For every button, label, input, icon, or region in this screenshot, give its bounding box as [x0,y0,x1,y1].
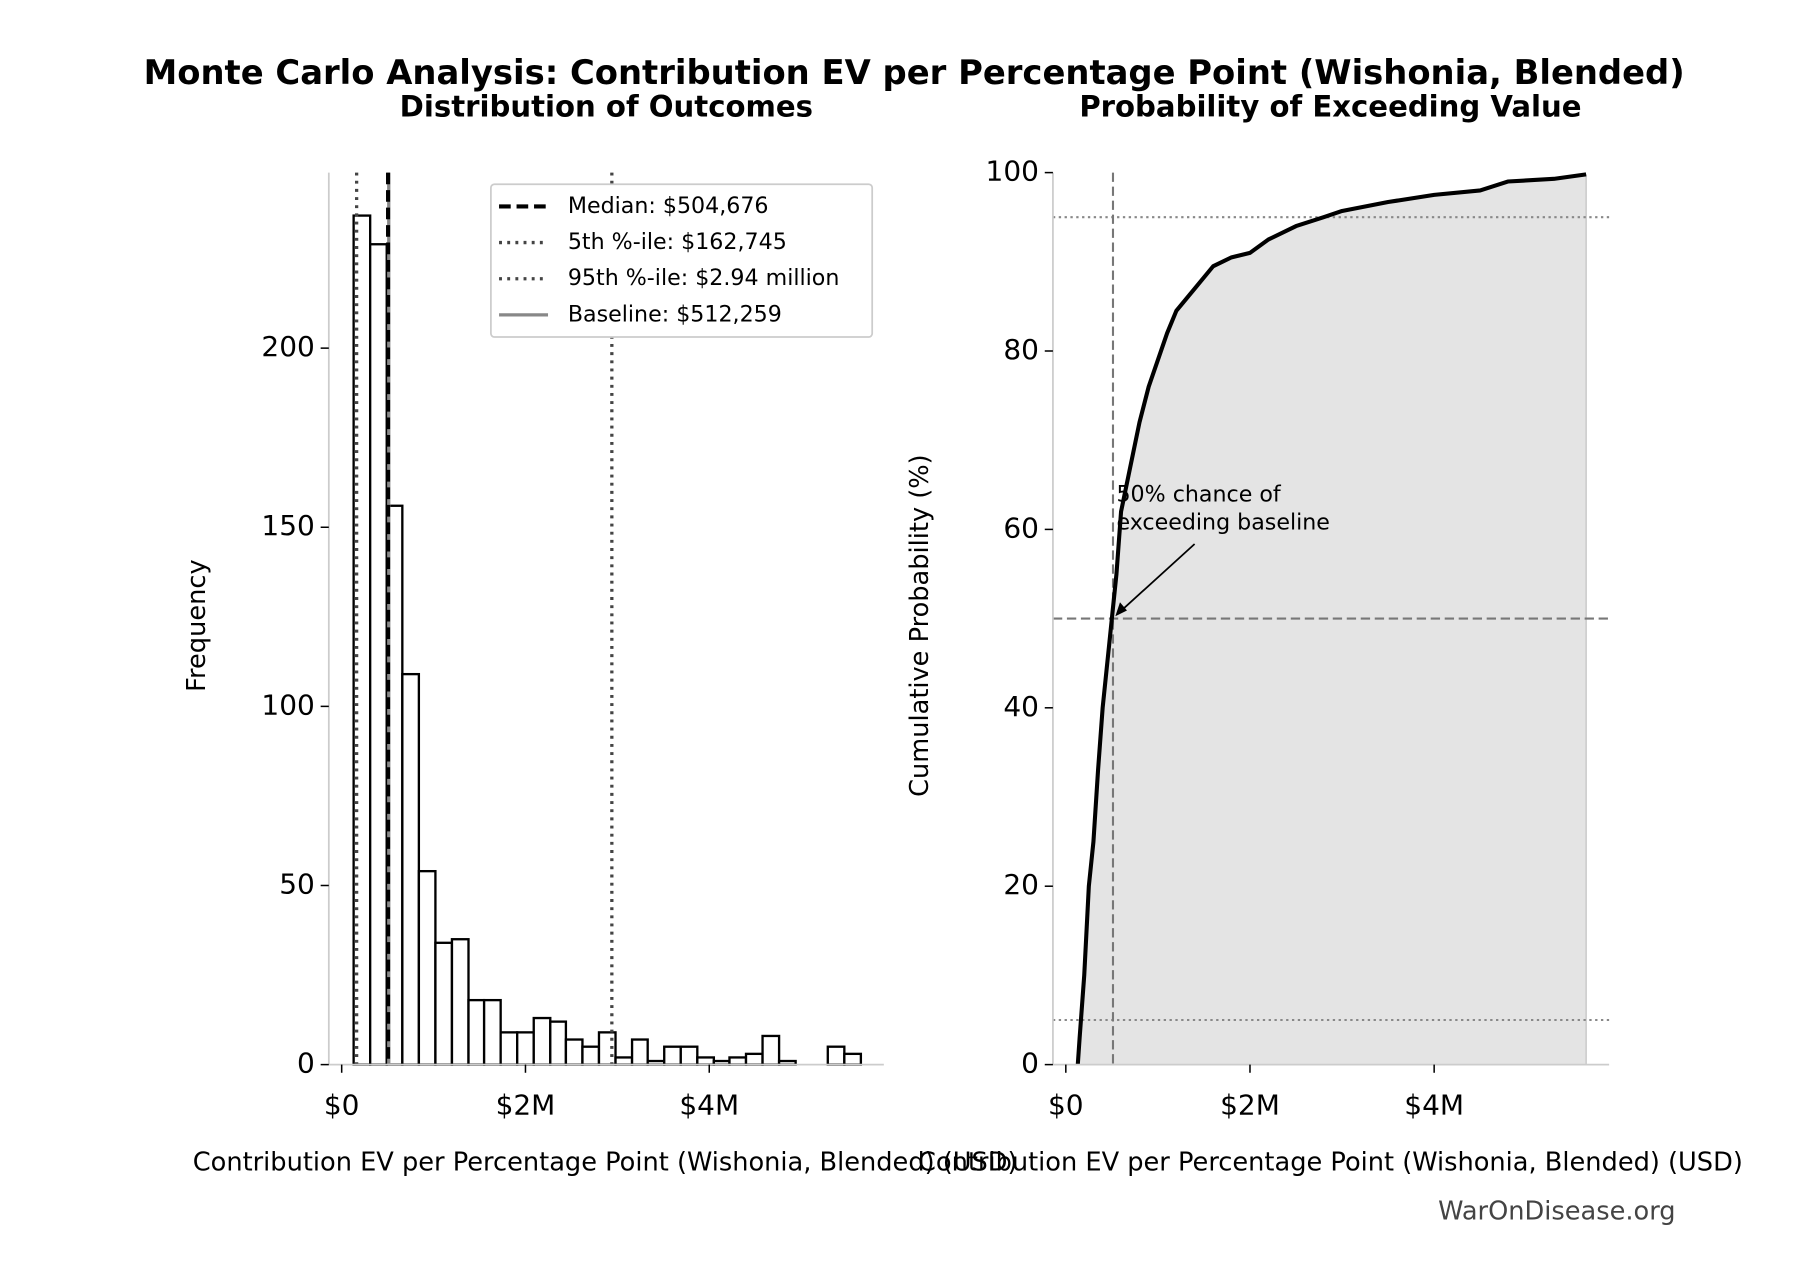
annotation: 50% chance of [1116,482,1281,508]
footer: WarOnDisease.org [1438,1197,1675,1227]
histogram-bar [564,1038,584,1066]
histogram-bar [630,1038,649,1066]
x-tick-label: $4M [679,1089,739,1122]
y-tick-label: 100 [986,155,1039,188]
annotation-arrowhead [1115,602,1127,617]
y-tick-label: 40 [1003,690,1039,723]
annotation: exceeding baseline [1116,509,1329,535]
histogram-bar [843,1052,863,1066]
histogram-bar [499,1031,519,1066]
y-tick-label: 80 [1003,333,1039,366]
y-tick-label: 20 [1003,868,1039,901]
histogram-bar [761,1034,781,1066]
histogram-bar [434,941,454,1066]
legend-label: 5th %-ile: $162,745 [568,229,787,255]
histogram-bar [467,998,486,1066]
annotation-arrow [1117,543,1196,615]
histogram-bar [696,1056,716,1066]
x-axis-label: Contribution EV per Percentage Point (Wi… [193,1148,1018,1178]
histogram-bar [826,1045,846,1066]
y-tick-label: 100 [261,688,314,721]
figure-title: Monte Carlo Analysis: Contribution EV pe… [144,53,1685,92]
y-tick-label: 0 [1021,1047,1039,1080]
area-fill [1077,174,1587,1065]
histogram-bar [614,1056,634,1066]
y-tick-label: 50 [279,867,315,900]
histogram-bar [679,1045,699,1066]
x-tick-label: $4M [1404,1089,1464,1122]
histogram-bar [401,672,421,1066]
histogram-bar [417,869,437,1066]
x-tick-label: $2M [496,1089,556,1122]
y-tick-label: 200 [261,330,314,363]
histogram-bar [369,243,388,1066]
legend-label: Baseline: $512,259 [568,301,782,327]
x-tick-label: $0 [1048,1089,1084,1122]
histogram-bar [581,1045,601,1066]
y-tick-label: 150 [261,509,314,542]
histogram-bar [549,1020,568,1066]
subplot-title: Distribution of Outcomes [400,89,813,123]
y-axis-label: Frequency [182,559,212,691]
y-axis-label: Cumulative Probability (%) [905,454,935,797]
y-tick-label: 0 [297,1047,315,1080]
histogram-bar [744,1052,764,1066]
legend-label: 95th %-ile: $2.94 million [568,265,840,291]
legend-label: Median: $504,676 [568,193,769,219]
x-tick-label: $2M [1220,1089,1280,1122]
histogram-bar [450,938,470,1066]
x-axis-label: Contribution EV per Percentage Point (Wi… [918,1148,1743,1178]
histogram-bar [482,998,502,1066]
cdf-line [1075,172,1587,1065]
subplot-title: Probability of Exceeding Value [1079,89,1581,123]
x-tick-label: $0 [324,1089,360,1122]
histogram-bar [516,1031,535,1066]
legend-box [490,183,874,338]
histogram-bar [532,1016,552,1066]
histogram-bar [728,1056,748,1066]
histogram-bar [663,1045,682,1066]
y-tick-label: 60 [1003,511,1039,544]
